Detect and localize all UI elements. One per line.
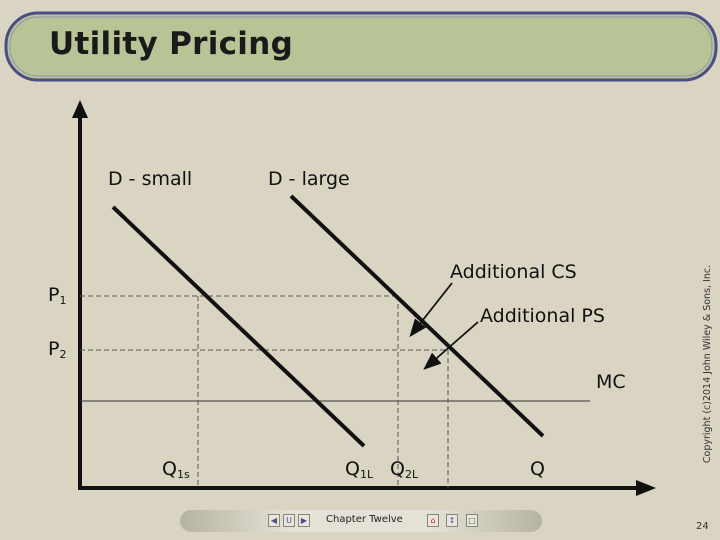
slide-navigation-bar: ◀ U ▶ Chapter Twelve ⌂ ↕ □: [180, 510, 542, 532]
additional-cs-label: Additional CS: [450, 261, 577, 283]
q2l-label: Q2L: [390, 458, 419, 481]
demand-large-label: D - large: [268, 168, 350, 190]
right-arrow-icon[interactable]: ▶: [298, 514, 310, 527]
demand-small-label: D - small: [108, 168, 193, 190]
p2-label: P2: [48, 338, 67, 361]
title-banner: [4, 11, 718, 82]
additional-cs-arrow: [409, 282, 453, 338]
x-axis-arrowhead: [636, 480, 656, 496]
mc-label: MC: [596, 371, 626, 393]
demand-large-curve: [289, 194, 545, 438]
page-number: 24: [696, 521, 709, 532]
q-axis-label: Q: [530, 458, 545, 480]
slide-title: Utility Pricing: [49, 26, 294, 62]
q1l-label: Q1L: [345, 458, 374, 481]
document-icon[interactable]: □: [466, 514, 478, 527]
left-arrow-icon[interactable]: ◀: [268, 514, 280, 527]
q1s-label: Q1s: [162, 458, 190, 481]
additional-ps-arrow: [423, 321, 479, 370]
up-icon[interactable]: U: [283, 514, 295, 527]
demand-small-curve: [111, 205, 366, 448]
y-axis-arrowhead: [72, 100, 88, 118]
p1-label: P1: [48, 284, 67, 307]
home-icon[interactable]: ⌂: [427, 514, 439, 527]
additional-ps-label: Additional PS: [480, 305, 605, 327]
copyright-notice: Copyright (c)2014 John Wiley & Sons, Inc…: [702, 264, 713, 464]
resize-icon[interactable]: ↕: [446, 514, 458, 527]
chapter-label[interactable]: Chapter Twelve: [326, 514, 403, 525]
